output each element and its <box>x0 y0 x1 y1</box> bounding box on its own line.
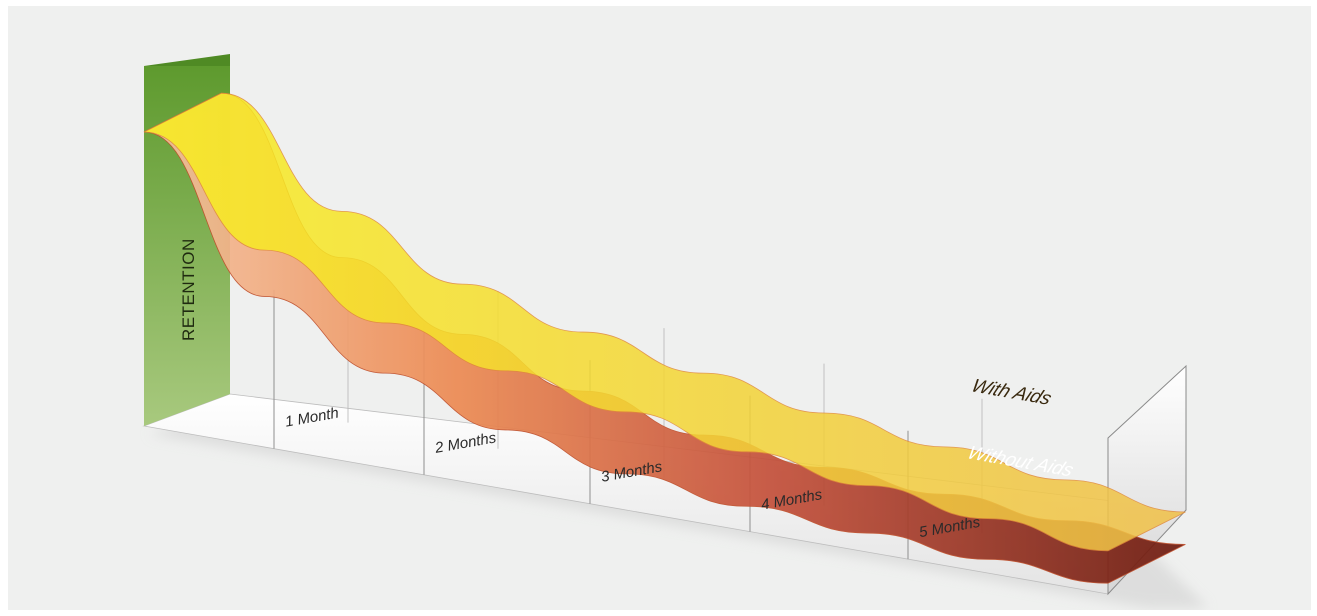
retention-wall-top <box>144 54 230 66</box>
chart-stage: RETENTION 1 Month 2 Months 3 Months 4 Month… <box>8 6 1311 610</box>
y-axis-label: RETENTION <box>179 238 198 341</box>
series-with-aids <box>143 92 1186 552</box>
series-label-with-aids: With Aids <box>968 376 1055 409</box>
